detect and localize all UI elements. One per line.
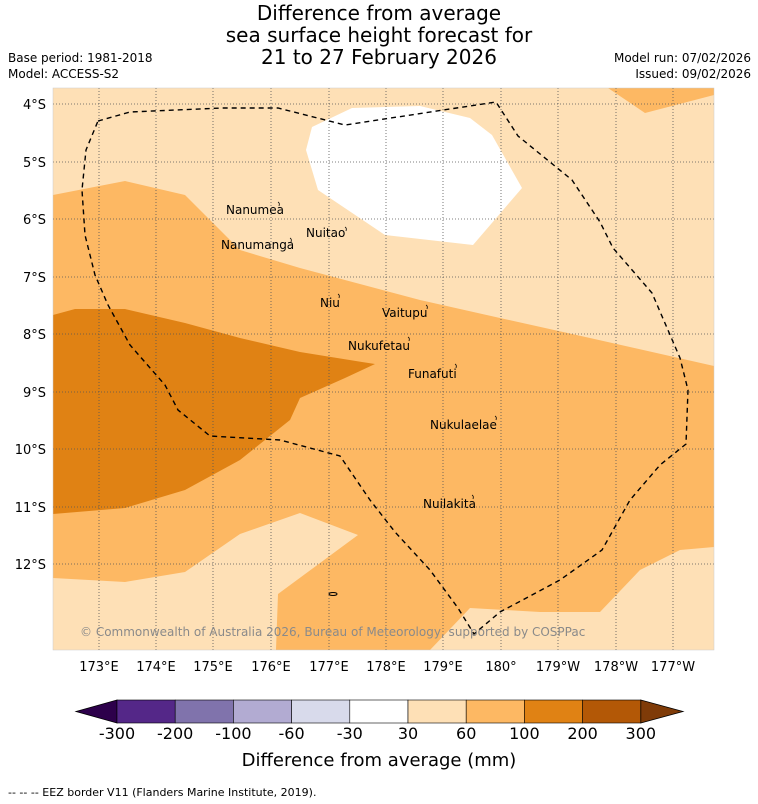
map-frame (52, 87, 715, 651)
place-label: Nukulaelae (430, 418, 497, 432)
eez-footnote: -- -- -- EEZ border V11 (Flanders Marine… (8, 786, 317, 799)
place-label: Nanumea (226, 203, 284, 217)
island-marker (289, 237, 292, 243)
lon-tick-label: 174°E (136, 660, 176, 675)
place-label: Nanumanga (221, 238, 294, 252)
island-marker (277, 201, 280, 207)
colorbar-segment (291, 699, 351, 724)
graticule (53, 88, 714, 650)
place-label: Nuilakita (423, 497, 476, 511)
lat-tick-label: 6°S (23, 213, 46, 228)
lat-tick-label: 7°S (23, 271, 46, 286)
place-label: Nuitao (306, 226, 345, 240)
lat-tick-label: 5°S (23, 156, 46, 171)
colorbar-tick-label: 30 (397, 724, 419, 743)
base-period: Base period: 1981-2018 (8, 51, 153, 65)
colorbar-segment (407, 699, 467, 724)
lon-tick-label: 180° (485, 660, 516, 675)
lat-tick-label: 12°S (15, 558, 46, 573)
lon-tick-label: 176°E (251, 660, 291, 675)
region-near-zero (306, 106, 522, 245)
title-line-1: Difference from average (256, 1, 502, 25)
copyright-notice: © Commonwealth of Australia 2026, Bureau… (80, 625, 585, 639)
lat-tick-label: 10°S (15, 443, 46, 458)
lon-tick-label: 177°E (309, 660, 349, 675)
island-marker (344, 226, 347, 232)
region-100-200 (53, 309, 375, 514)
island-marker (471, 494, 474, 500)
lon-tick-label: 173°E (79, 660, 119, 675)
colorbar-tick-label: -30 (336, 724, 363, 743)
colorbar-segment (174, 699, 234, 724)
title-line-2: sea surface height forecast for (225, 23, 533, 47)
colorbar-tick-label: -300 (98, 724, 136, 743)
island-marker (337, 293, 340, 299)
colorbar-tick-label: 100 (509, 724, 540, 743)
island-marker (454, 363, 457, 369)
island-marker (407, 336, 410, 342)
lat-tick-label: 11°S (15, 501, 46, 516)
lon-tick-label: 178°W (594, 660, 638, 675)
place-label: Funafuti (408, 367, 457, 381)
region-30-60-south (53, 513, 358, 650)
colorbar-segment (116, 699, 176, 724)
island-outline (328, 592, 338, 596)
island-marker (425, 304, 428, 310)
anomaly-field (53, 88, 714, 650)
place-labels: Nanumea Nuitao Nanumanga Niu Vaitupu Nukufeta… (221, 201, 497, 511)
place-label: Nukufetau (348, 339, 410, 353)
colorbar-segment (582, 699, 642, 724)
colorbar (74, 699, 685, 724)
lon-tick-label: 179°W (536, 660, 580, 675)
colorbar-tick-label: -60 (278, 724, 305, 743)
colorbar-tick-label: 60 (456, 724, 477, 743)
model-name: Model: ACCESS-S2 (8, 67, 120, 81)
lat-tick-label: 4°S (23, 98, 46, 113)
title-line-3: 21 to 27 February 2026 (261, 45, 497, 69)
place-label: Vaitupu (382, 306, 428, 320)
region-100-200-ne (608, 88, 714, 113)
lat-tick-label: 8°S (23, 328, 46, 343)
axis-labels: 4°S 5°S 6°S 7°S 8°S 9°S 10°S 11°S 12°S 173°E 174°E… (15, 98, 696, 675)
colorbar-min-arrow (74, 699, 118, 724)
place-label: Niu (320, 296, 340, 310)
eez-border (81, 101, 689, 636)
model-run: Model run: 07/02/2026 (613, 51, 751, 65)
island-marker (494, 415, 497, 421)
colorbar-tick-label: 200 (567, 724, 598, 743)
lat-tick-label: 9°S (23, 386, 46, 401)
colorbar-tick-label: -200 (157, 724, 194, 743)
colorbar-tick-label: 300 (625, 724, 657, 743)
colorbar-segment (233, 699, 292, 724)
lon-tick-label: 177°W (651, 660, 695, 675)
lon-tick-label: 178°E (366, 660, 406, 675)
lon-tick-label: 175°E (193, 660, 233, 675)
issued-date: Issued: 09/02/2026 (635, 67, 751, 81)
colorbar-title: Difference from average (mm) (241, 750, 517, 771)
colorbar-tick-label: -100 (215, 724, 252, 743)
colorbar-segment (349, 699, 409, 724)
colorbar-segment (524, 699, 583, 724)
region-60-100 (53, 181, 714, 650)
lon-tick-label: 179°E (423, 660, 463, 675)
colorbar-segment (465, 699, 525, 724)
colorbar-max-arrow (640, 699, 685, 724)
